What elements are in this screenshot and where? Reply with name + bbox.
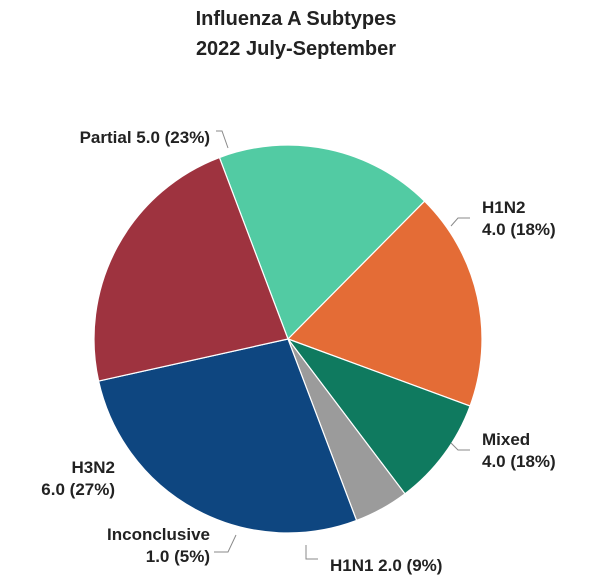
data-label-h1n1: H1N1 2.0 (9%) bbox=[330, 556, 442, 575]
chart-title: Influenza A Subtypes bbox=[195, 8, 397, 30]
pie-slice-h3n2 bbox=[97, 338, 358, 534]
data-label-partial: Partial 5.0 (23%) bbox=[80, 128, 210, 147]
pie-slice-h1n1 bbox=[286, 337, 471, 495]
data-label-h3n2: H3N2 6.0 (27%) bbox=[41, 458, 115, 499]
leader-line-partial bbox=[216, 130, 229, 149]
leader-line-inconclusive bbox=[214, 534, 237, 553]
pie-slice-h1n2 bbox=[218, 144, 426, 341]
data-label-inconclusive: Inconclusive 1.0 (5%) bbox=[107, 525, 210, 566]
leader-line-h1n1 bbox=[305, 545, 318, 560]
chart-subtitle: 2022 July-September bbox=[195, 38, 397, 60]
pie-slice-mixed bbox=[286, 200, 483, 407]
pie-slice-partial bbox=[93, 156, 289, 382]
data-label-mixed: Mixed 4.0 (18%) bbox=[482, 430, 556, 471]
leader-line-mixed bbox=[450, 442, 470, 451]
data-label-h1n2: H1N2 4.0 (18%) bbox=[482, 198, 556, 239]
leader-line-h1n2 bbox=[450, 217, 470, 227]
